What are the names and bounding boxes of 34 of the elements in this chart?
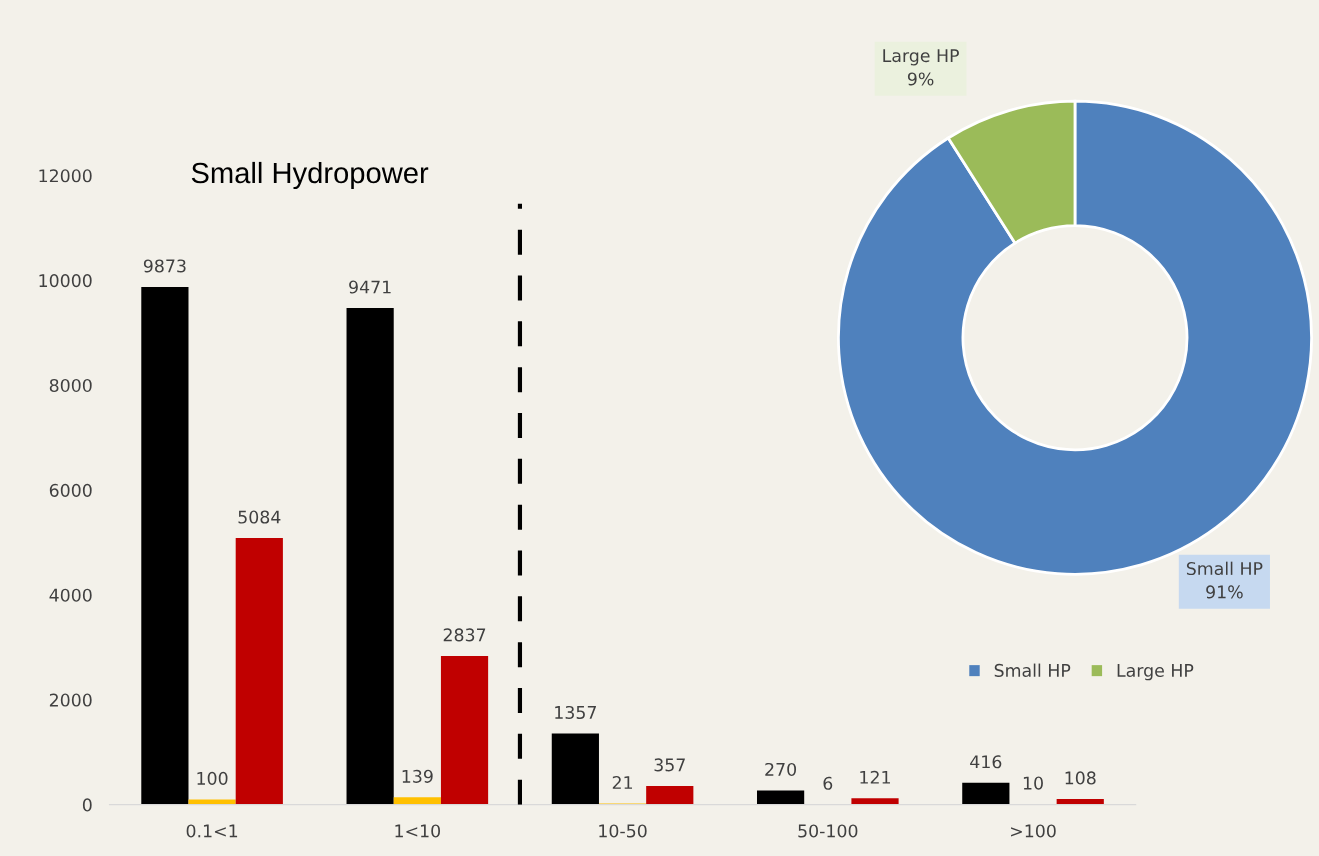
x-tick-label: 10-50 [599, 824, 647, 838]
y-tick-label: 0 [82, 798, 92, 812]
data-label: 5084 [238, 510, 281, 524]
data-label: 416 [970, 755, 1002, 769]
data-label: 10 [1023, 776, 1043, 790]
data-label: 9% [907, 72, 934, 86]
chart-title: Small Hydropower [191, 161, 429, 190]
data-label: 100 [197, 771, 228, 785]
slice-label: Small HP [1186, 561, 1263, 576]
data-label: 121 [860, 770, 890, 784]
x-tick-label: >100 [1011, 824, 1056, 838]
x-tick-label: 50-100 [798, 824, 858, 838]
data-label: 270 [765, 762, 797, 777]
y-tick-label: 6000 [49, 483, 92, 497]
x-tick-label: 1<10 [395, 824, 441, 838]
y-tick-label: 4000 [49, 588, 92, 602]
data-label: 9873 [143, 259, 186, 273]
x-tick-label: 0.1<1 [186, 824, 238, 838]
data-label: 139 [402, 769, 433, 783]
y-tick-label: 2000 [49, 693, 92, 707]
data-label: 9471 [349, 280, 391, 294]
legend-label: Large HP [1117, 664, 1194, 681]
data-label: 2837 [443, 628, 486, 642]
slice-label: Large HP [883, 49, 959, 66]
data-label: 357 [654, 758, 685, 772]
y-tick-label: 10000 [39, 274, 92, 288]
data-label: 91% [1206, 585, 1243, 599]
y-tick-label: 8000 [49, 378, 92, 393]
data-label: 6 [823, 776, 833, 790]
data-label: 21 [612, 775, 633, 789]
y-tick-label: 12000 [39, 169, 92, 183]
data-label: 1357 [555, 705, 596, 720]
legend-label: Small HP [994, 663, 1071, 677]
data-label: 108 [1065, 771, 1096, 785]
